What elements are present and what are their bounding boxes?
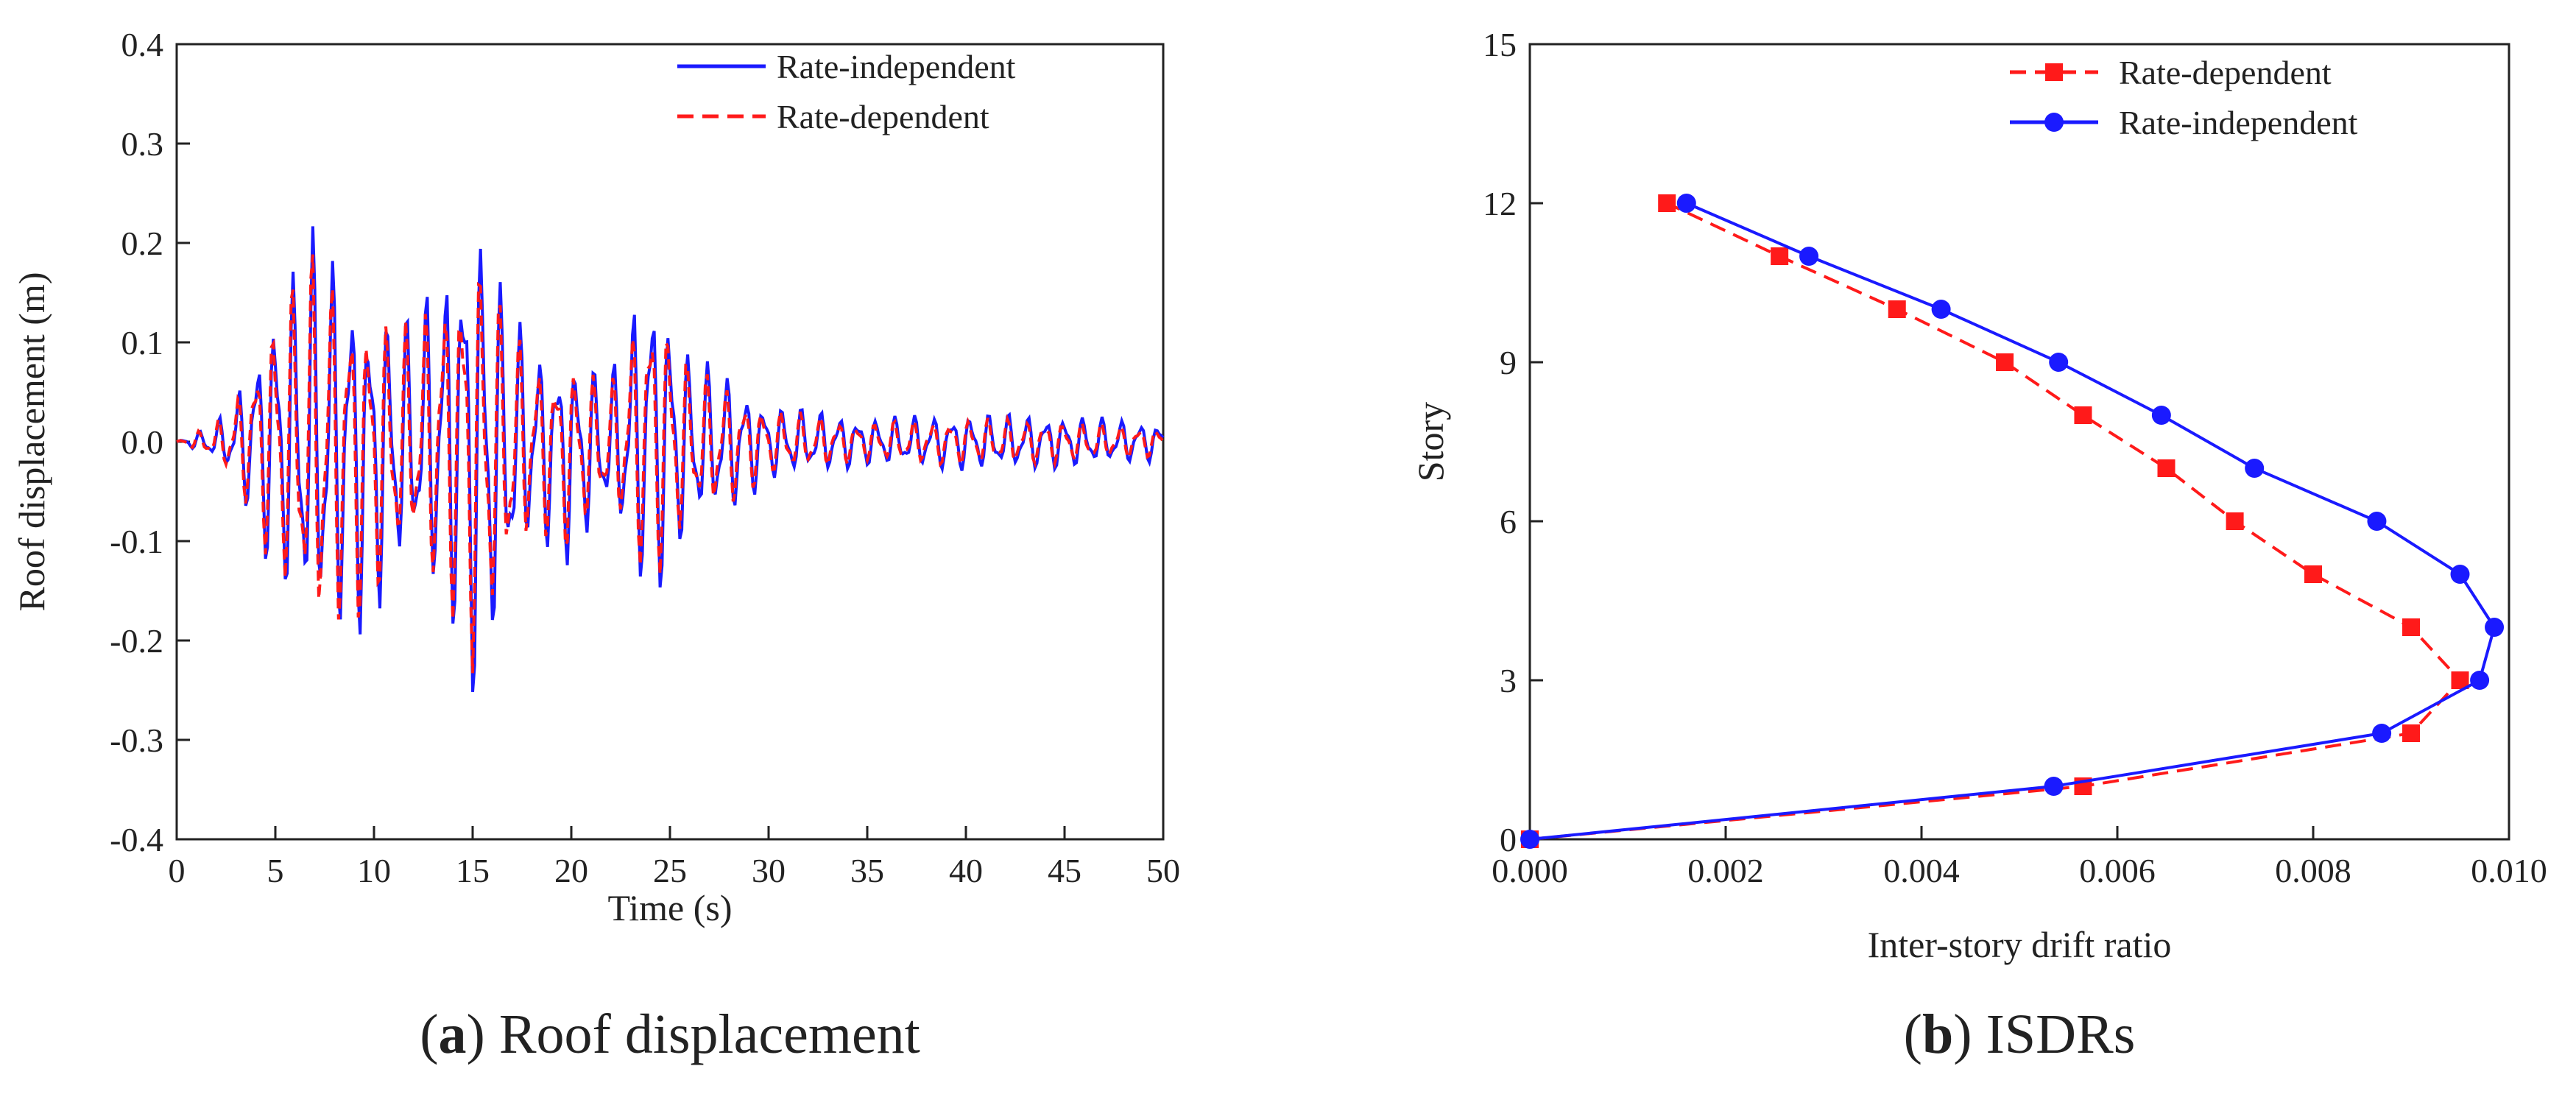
data-point-circle bbox=[2372, 724, 2392, 743]
x-tick-label: 35 bbox=[850, 852, 884, 889]
y-tick-label: -0.3 bbox=[110, 721, 163, 759]
ticks-b: 0.000 0.002 0.004 0.006 0.008 0.010 0 3 6 9 12 15 bbox=[1483, 26, 2547, 889]
y-tick-label: -0.1 bbox=[110, 523, 163, 560]
panel-roof-displacement: 0 5 10 15 20 25 30 35 40 45 50 -0.4 -0.3 -0.2 -0.1 0.0 0… bbox=[11, 26, 1180, 1065]
series-line-rate-independent bbox=[1529, 202, 2496, 841]
x-axis-title-a: Time (s) bbox=[607, 887, 732, 928]
legend-a: Rate-independent Rate-dependent bbox=[677, 48, 1016, 135]
x-tick-label: 0.006 bbox=[2079, 852, 2156, 889]
y-tick-label: 6 bbox=[1500, 503, 1517, 540]
y-tick-label: 3 bbox=[1500, 662, 1517, 699]
x-tick-label: 0.002 bbox=[1687, 852, 1764, 889]
x-tick-label: 0.004 bbox=[1883, 852, 1960, 889]
caption-b-text: ISDRs bbox=[1972, 1003, 2136, 1065]
legend-marker-circle bbox=[2044, 113, 2064, 132]
y-axis-title-b: Story bbox=[1410, 402, 1451, 481]
data-point-square bbox=[2402, 724, 2420, 742]
series-line-rate-independent bbox=[176, 226, 1165, 692]
legend-b: Rate-dependent Rate-independent bbox=[2010, 54, 2358, 141]
x-tick-label: 0.000 bbox=[1492, 852, 1568, 889]
series-a bbox=[176, 226, 1165, 692]
x-axis-title-b: Inter-story drift ratio bbox=[1868, 924, 2172, 965]
caption-b-letter: b bbox=[1922, 1003, 1953, 1065]
data-point-circle bbox=[1931, 300, 1951, 319]
data-point-circle bbox=[2485, 618, 2505, 637]
series-b bbox=[1520, 194, 2505, 849]
data-point-square bbox=[2304, 565, 2322, 583]
x-tick-label: 0.010 bbox=[2471, 852, 2547, 889]
x-tick-label: 25 bbox=[653, 852, 687, 889]
y-tick-label: 15 bbox=[1483, 26, 1517, 63]
caption-b: (b) ISDRs bbox=[1904, 1003, 2136, 1065]
y-axis-title-a: Roof displacement (m) bbox=[11, 272, 52, 612]
legend-marker-square bbox=[2045, 63, 2063, 81]
x-tick-label: 0 bbox=[169, 852, 186, 889]
data-point-circle bbox=[2049, 353, 2069, 372]
data-point-circle bbox=[1676, 194, 1696, 213]
data-point-square bbox=[2157, 459, 2176, 477]
x-tick-label: 45 bbox=[1048, 852, 1081, 889]
x-tick-label: 10 bbox=[357, 852, 391, 889]
y-tick-label: 0.0 bbox=[121, 423, 164, 461]
ticks-a: 0 5 10 15 20 25 30 35 40 45 50 -0.4 -0.3 -0.2 -0.1 0.0 0… bbox=[110, 26, 1180, 889]
panel-isdrs: 0.000 0.002 0.004 0.006 0.008 0.010 0 3 6 9 12 15 R… bbox=[1410, 26, 2547, 1065]
data-point-circle bbox=[2245, 459, 2265, 478]
y-tick-label: -0.4 bbox=[110, 821, 163, 858]
x-tick-label: 0.008 bbox=[2275, 852, 2351, 889]
y-tick-label: 0 bbox=[1500, 821, 1517, 858]
data-point-circle bbox=[2367, 512, 2387, 531]
legend-label-rate-independent-b: Rate-independent bbox=[2119, 104, 2358, 141]
y-tick-label: 0.3 bbox=[121, 125, 164, 163]
caption-a-text: Roof displacement bbox=[485, 1003, 920, 1065]
data-point-circle bbox=[1799, 247, 1819, 266]
caption-a: (a) Roof displacement bbox=[420, 1003, 920, 1065]
caption-a-letter: a bbox=[439, 1003, 467, 1065]
data-point-square bbox=[1996, 353, 2014, 371]
x-tick-label: 15 bbox=[456, 852, 490, 889]
data-point-square bbox=[1888, 300, 1906, 318]
y-tick-label: -0.2 bbox=[110, 622, 163, 660]
data-point-circle bbox=[2470, 671, 2490, 690]
legend-label-rate-dependent: Rate-dependent bbox=[777, 98, 989, 135]
data-point-square bbox=[2074, 406, 2092, 424]
data-point-square bbox=[1658, 194, 1676, 212]
data-point-square bbox=[1771, 247, 1789, 265]
data-point-square bbox=[2402, 618, 2420, 636]
plot-frame-b bbox=[1528, 43, 2510, 841]
legend-label-rate-dependent-b: Rate-dependent bbox=[2119, 54, 2332, 91]
data-point-circle bbox=[1520, 830, 1539, 849]
y-tick-label: 9 bbox=[1500, 344, 1517, 381]
x-tick-label: 30 bbox=[752, 852, 786, 889]
x-tick-label: 40 bbox=[949, 852, 983, 889]
data-point-circle bbox=[2450, 565, 2470, 584]
data-point-square bbox=[2226, 512, 2244, 530]
x-tick-label: 5 bbox=[267, 852, 284, 889]
y-tick-label: 0.4 bbox=[121, 26, 164, 63]
x-tick-label: 20 bbox=[554, 852, 588, 889]
plot-frame-a bbox=[175, 43, 1165, 841]
x-tick-label: 50 bbox=[1146, 852, 1180, 889]
data-point-circle bbox=[2151, 406, 2171, 425]
data-point-circle bbox=[2044, 777, 2064, 796]
legend-label-rate-independent: Rate-independent bbox=[777, 48, 1016, 85]
y-tick-label: 12 bbox=[1483, 185, 1517, 222]
y-tick-label: 0.2 bbox=[121, 225, 164, 262]
y-tick-label: 0.1 bbox=[121, 324, 164, 361]
